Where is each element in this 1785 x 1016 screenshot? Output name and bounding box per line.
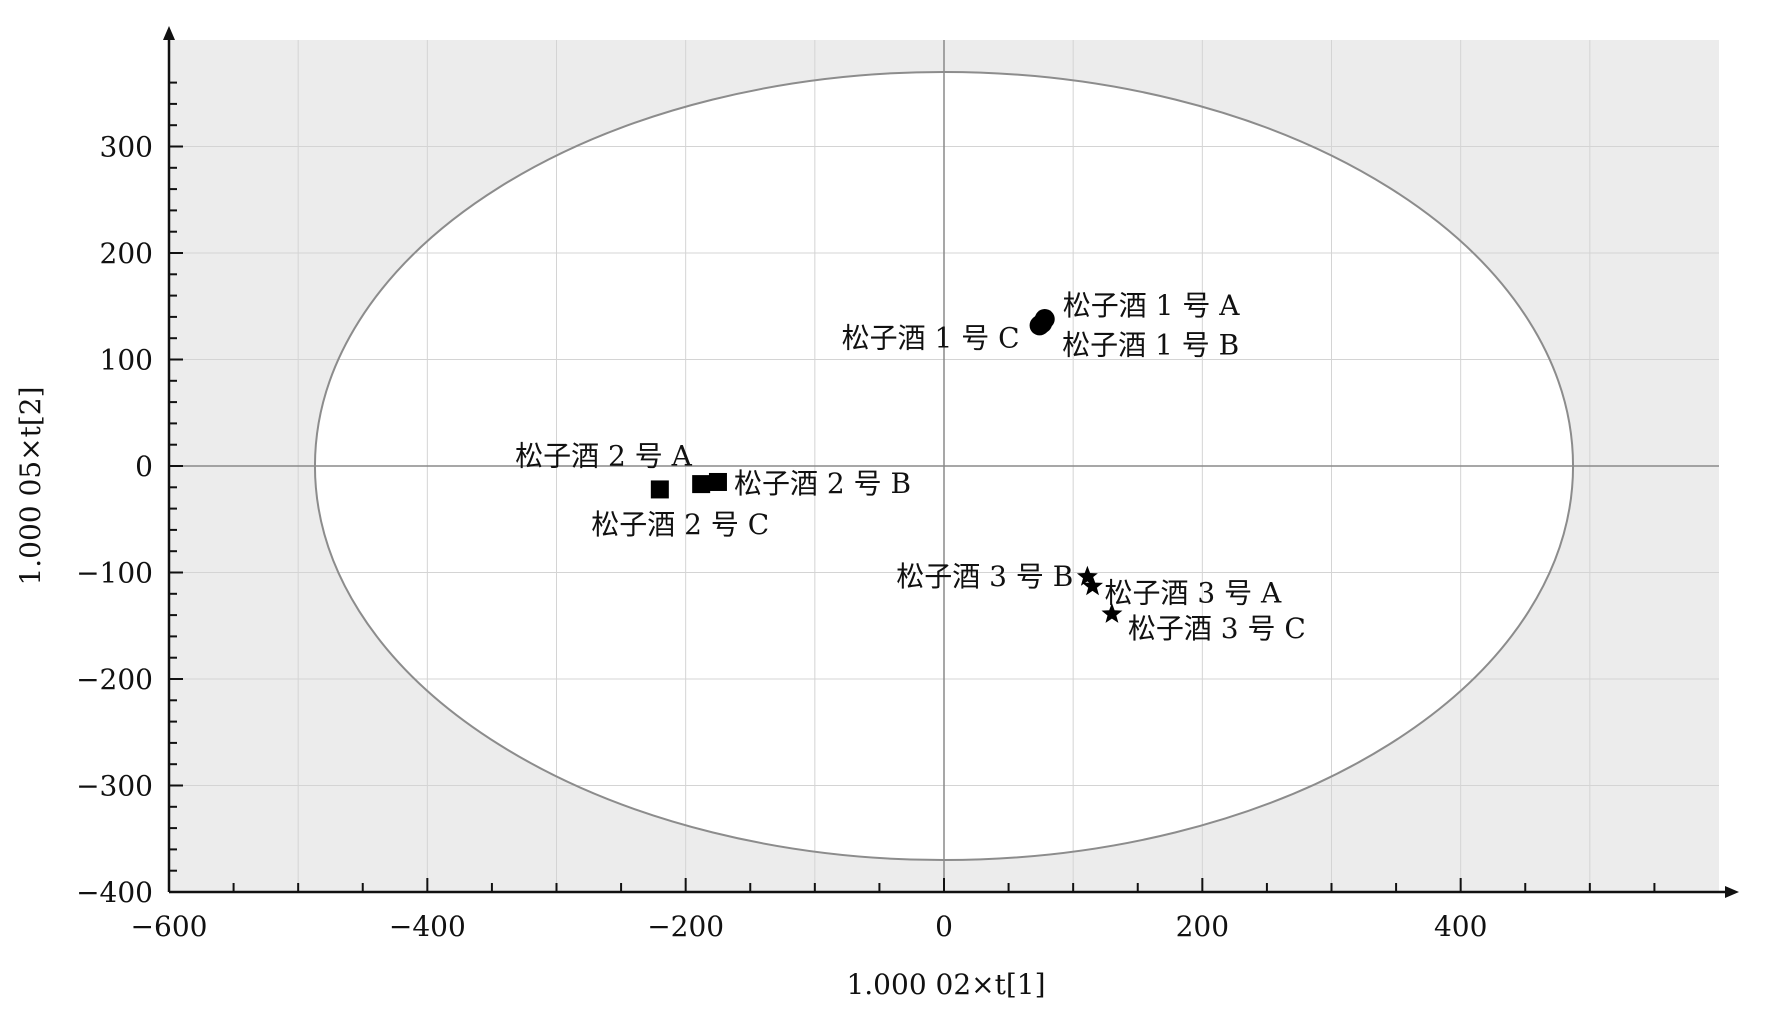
x-tick-label: 0 bbox=[935, 910, 953, 943]
y-axis-arrow bbox=[163, 26, 175, 40]
x-tick-label: −600 bbox=[131, 910, 208, 943]
y-tick-label: −400 bbox=[76, 876, 153, 909]
data-point-star bbox=[1076, 565, 1098, 586]
x-tick-label: −200 bbox=[647, 910, 724, 943]
data-point-label: 松子酒 2 号 C bbox=[591, 508, 769, 541]
y-tick-label: 300 bbox=[100, 131, 153, 164]
x-axis-title: 1.000 02×t[1] bbox=[846, 968, 1045, 1001]
data-point-square bbox=[708, 472, 727, 491]
data-point-label: 松子酒 2 号 A bbox=[515, 439, 693, 472]
y-tick-label: 200 bbox=[100, 237, 153, 270]
plot-area: −600 −400 −200 0 200 400−400−300−200−10001002… bbox=[76, 26, 1739, 943]
x-tick-label: 200 bbox=[1176, 910, 1229, 943]
y-tick-label: 100 bbox=[100, 344, 153, 377]
x-tick-label: 400 bbox=[1434, 910, 1487, 943]
y-tick-label: −300 bbox=[76, 770, 153, 803]
data-point-label: 松子酒 3 号 C bbox=[1128, 612, 1306, 645]
data-point-label: 松子酒 1 号 C bbox=[842, 321, 1020, 354]
data-point-label: 松子酒 3 号 B bbox=[896, 560, 1073, 593]
data-point-label: 松子酒 2 号 B bbox=[734, 467, 911, 500]
data-point-label: 松子酒 1 号 A bbox=[1063, 289, 1241, 322]
data-point-star bbox=[1082, 575, 1103, 596]
data-point-label: 松子酒 1 号 B bbox=[1062, 328, 1239, 361]
y-tick-label: −200 bbox=[76, 663, 153, 696]
y-axis-title: 1.000 05×t[2] bbox=[14, 386, 47, 585]
y-tick-label: −100 bbox=[76, 557, 153, 590]
x-axis-arrow bbox=[1725, 886, 1739, 898]
data-point-square bbox=[692, 475, 711, 494]
data-point-circle bbox=[1029, 315, 1050, 336]
data-point-star bbox=[1101, 603, 1123, 623]
x-tick-label: −400 bbox=[389, 910, 466, 943]
data-point-square bbox=[650, 480, 669, 499]
y-tick-label: 0 bbox=[135, 450, 153, 483]
data-point-label: 松子酒 3 号 A bbox=[1105, 576, 1283, 609]
confidence-ellipse bbox=[313, 70, 1575, 862]
